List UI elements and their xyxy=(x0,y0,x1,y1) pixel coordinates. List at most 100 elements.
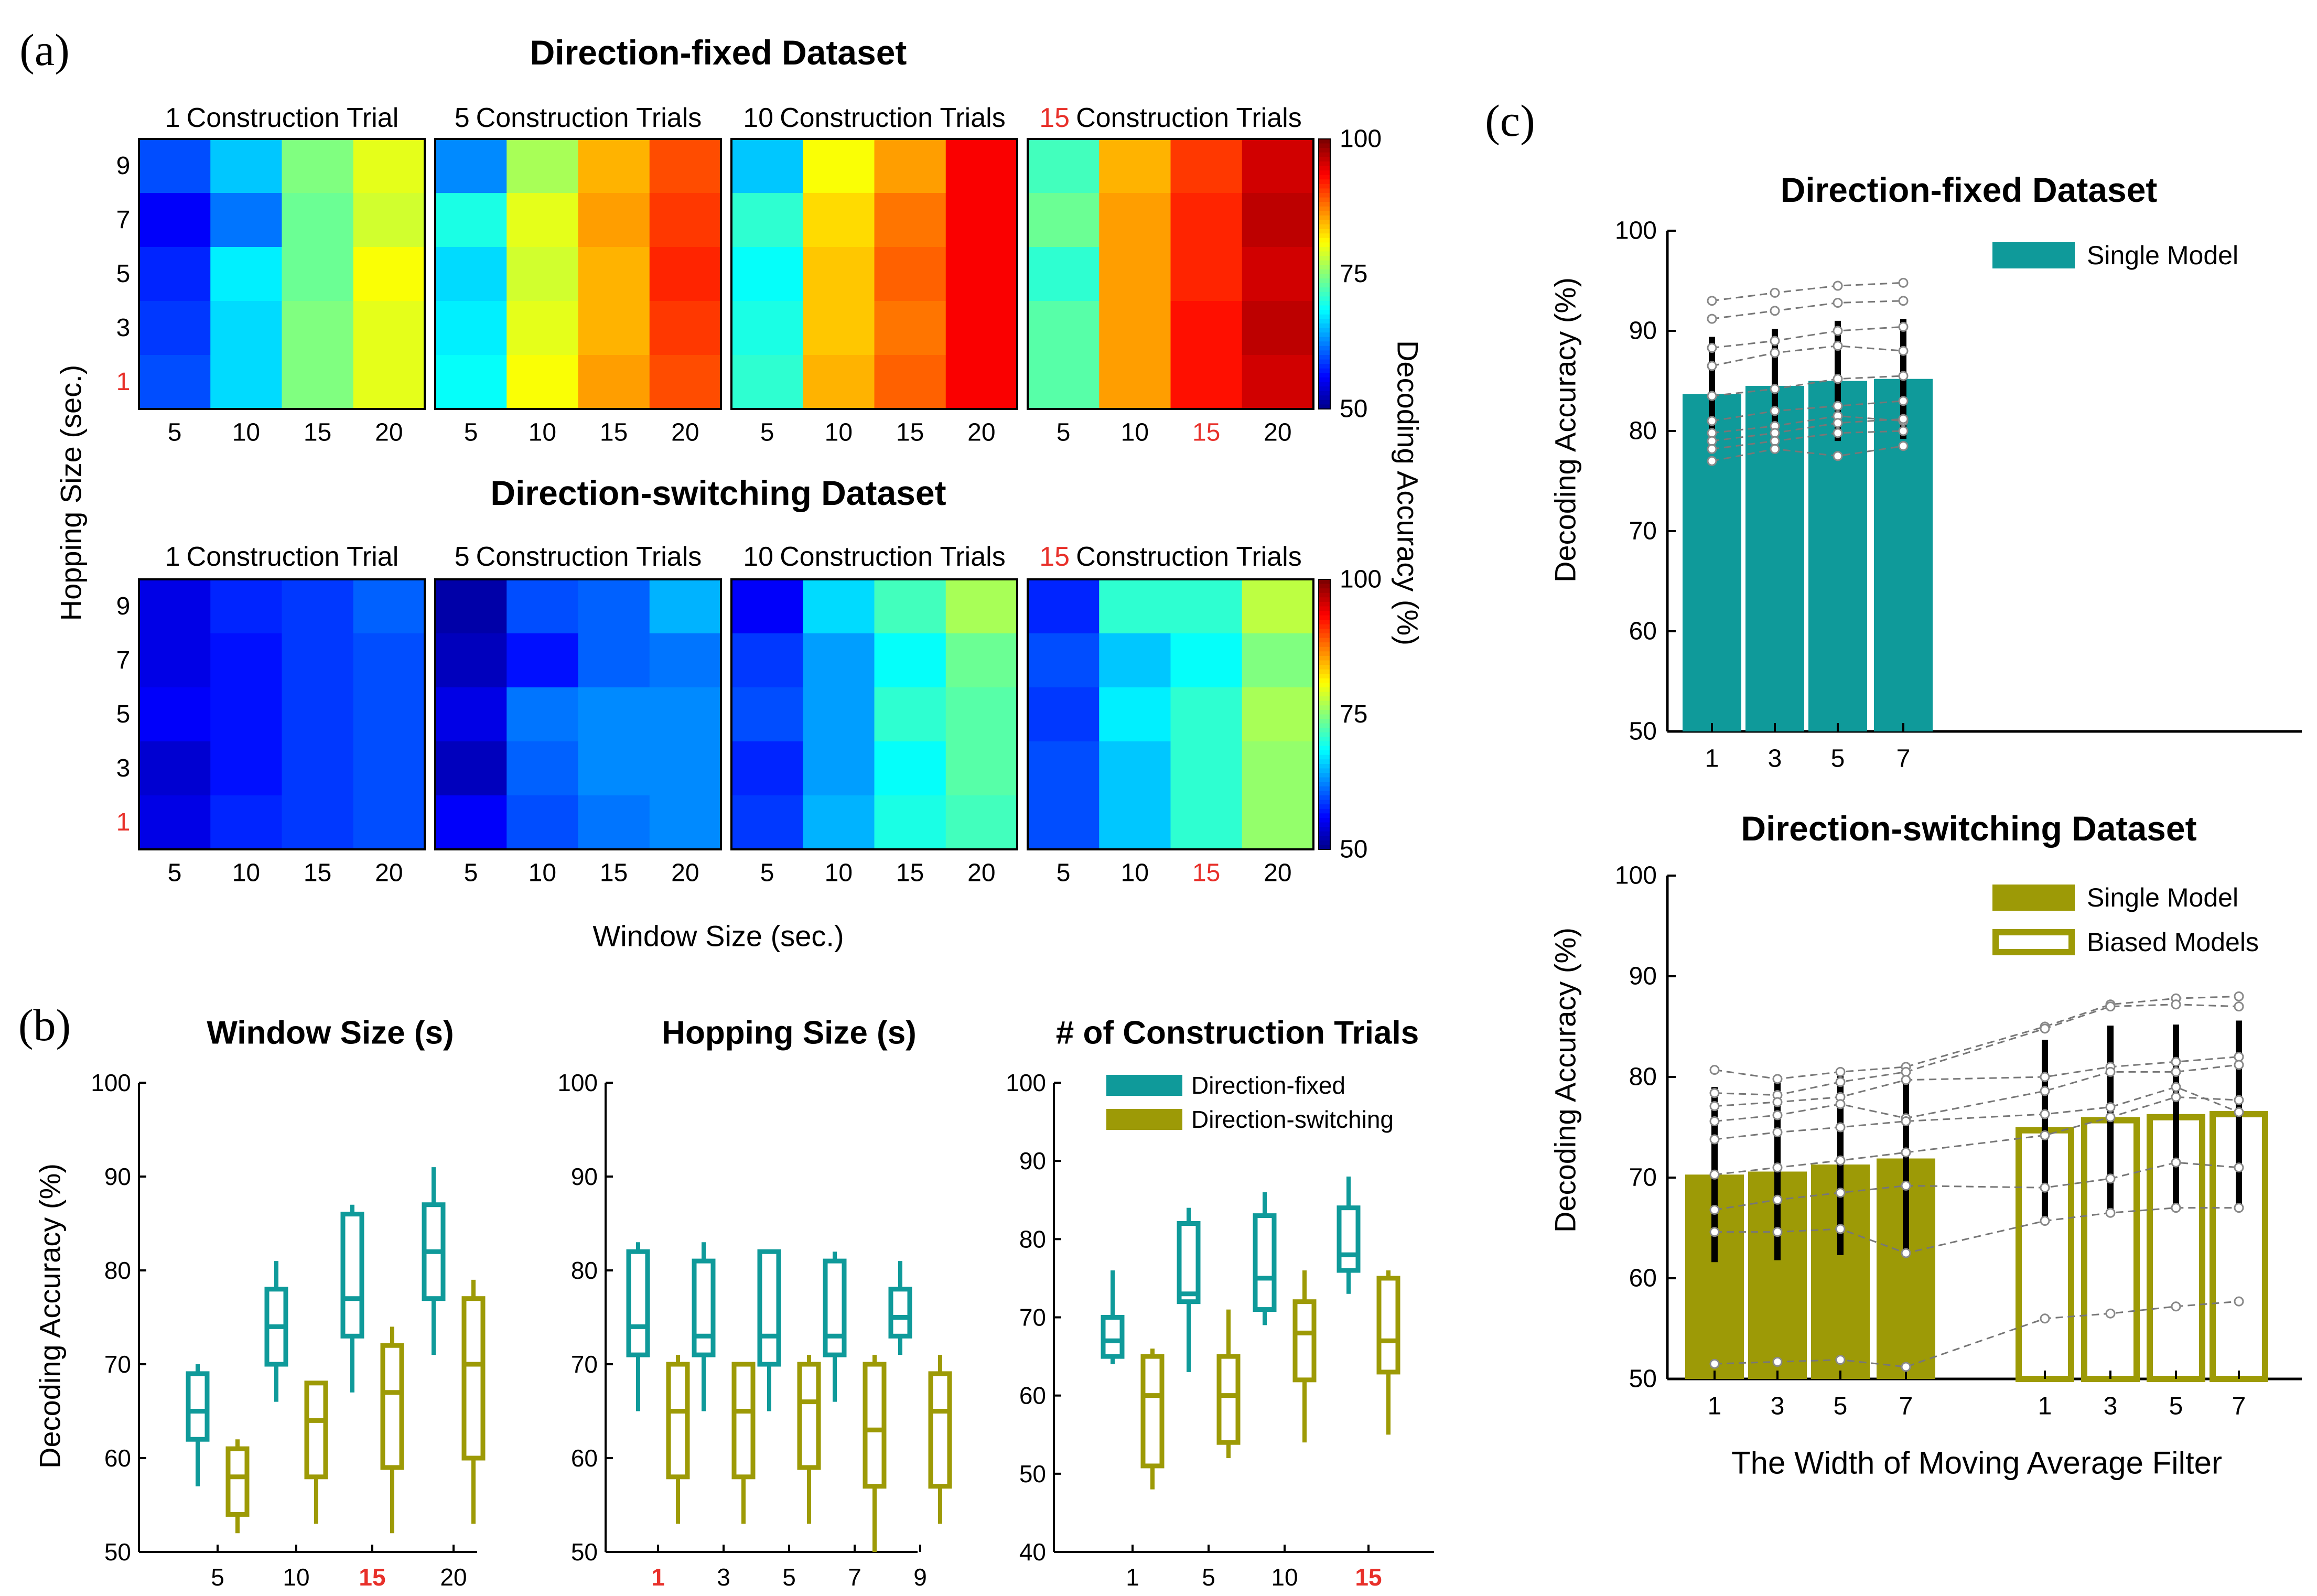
colorbar-segment xyxy=(1319,346,1330,351)
heatmap-x-tick: 15 xyxy=(896,419,924,447)
colorbar-segment xyxy=(1319,786,1330,792)
colorbar-segment xyxy=(1319,728,1330,733)
colorbar-segment xyxy=(1319,233,1330,239)
box-fixed xyxy=(1177,1221,1201,1304)
heatmap-y-tick: 7 xyxy=(116,646,131,674)
colorbar-segment xyxy=(1319,278,1330,284)
colorbar-segment xyxy=(1319,215,1330,221)
heatmap-frame xyxy=(434,578,722,850)
colorbar-segment xyxy=(1319,714,1330,720)
bar-x-tick: 1 xyxy=(2038,1393,2052,1420)
heatmap-cell xyxy=(578,579,650,634)
heatmap-cell xyxy=(139,795,211,850)
heatmap-y-tick: 3 xyxy=(116,754,131,782)
subject-dashed-line xyxy=(1715,1207,2239,1254)
colorbar-segment xyxy=(1319,660,1330,666)
colorbar-segment xyxy=(1319,359,1330,365)
colorbar-segment xyxy=(1319,242,1330,247)
subject-point xyxy=(1772,1110,1783,1120)
heatmap-cell xyxy=(803,139,875,193)
colorbar-tick: 75 xyxy=(1340,700,1367,728)
heatmap-cell xyxy=(506,795,579,850)
subject-dashed-line xyxy=(1711,326,1904,349)
heatmap-x-tick: 15 xyxy=(1192,859,1220,887)
subject-point xyxy=(1707,314,1717,324)
heatmap-cell xyxy=(1028,139,1100,193)
subject-point xyxy=(2105,1173,2116,1184)
heatmap-y-tick: 5 xyxy=(116,700,131,728)
heatmap-dataset-title: Direction-fixed Dataset xyxy=(530,33,907,72)
heatmap-cell xyxy=(731,579,803,634)
heatmap-cell xyxy=(874,355,946,409)
heatmap-cell xyxy=(139,301,211,355)
heatmap-cell xyxy=(506,579,579,634)
heatmap-y-tick: 5 xyxy=(116,260,131,288)
colorbar-tick: 75 xyxy=(1340,260,1367,288)
box-legend-swatch xyxy=(1106,1109,1182,1130)
colorbar-segment xyxy=(1319,332,1330,338)
box-fixed xyxy=(1253,1213,1277,1312)
heatmap-x-tick: 15 xyxy=(1192,419,1220,447)
colorbar-segment xyxy=(1319,391,1330,396)
heatmap-cell xyxy=(945,301,1018,355)
heatmap-x-tick: 15 xyxy=(600,859,628,887)
box-y-label: Decoding Accuracy (%) xyxy=(34,1163,67,1469)
heatmap-cell xyxy=(1099,579,1171,634)
box-fixed xyxy=(340,1212,364,1339)
heatmap-cell xyxy=(803,795,875,850)
panel-label: (a) xyxy=(19,25,69,75)
heatmap-cell xyxy=(353,687,425,742)
heatmap-cell xyxy=(1028,579,1100,634)
heatmap-frame xyxy=(434,138,722,410)
heatmap-cell xyxy=(1170,301,1243,355)
bar-legend-swatch-single xyxy=(1992,885,2075,911)
subject-dashed-line xyxy=(1714,1056,2239,1107)
colorbar-segment xyxy=(1319,292,1330,297)
heatmap-cell xyxy=(1099,741,1171,796)
colorbar-segment xyxy=(1319,229,1330,234)
box-switching xyxy=(731,1362,756,1480)
heatmap-subplot-count: 10 xyxy=(743,103,773,133)
box-y-tick: 80 xyxy=(571,1257,598,1284)
heatmap-x-tick: 15 xyxy=(304,859,331,887)
subject-point xyxy=(1770,384,1780,394)
heatmap-cell xyxy=(578,193,650,247)
heatmap-subplot-title: 5 Construction Trials xyxy=(455,103,702,133)
heatmap-cell xyxy=(282,355,354,409)
heatmap-cell xyxy=(649,633,721,688)
colorbar-segment xyxy=(1319,251,1330,257)
bar-y-label-bottom: Decoding Accuracy (%) xyxy=(1549,928,1582,1233)
colorbar-segment xyxy=(1319,791,1330,796)
bar-x-tick: 5 xyxy=(1831,745,1845,773)
heatmap-subplot-count: 1 xyxy=(165,103,180,133)
colorbar-segment xyxy=(1319,220,1330,225)
heatmap-cell xyxy=(139,193,211,247)
heatmap-cell xyxy=(945,247,1018,301)
heatmap-x-tick: 10 xyxy=(232,859,260,887)
heatmap-cell xyxy=(435,247,507,301)
box-plot-title: Hopping Size (s) xyxy=(662,1015,917,1051)
heatmap-cell xyxy=(506,139,579,193)
colorbar-segment xyxy=(1319,152,1330,158)
heatmap-cell xyxy=(945,687,1018,742)
heatmap-cell xyxy=(945,579,1018,634)
colorbar-segment xyxy=(1319,382,1330,387)
bar-legend-label: Biased Models xyxy=(2087,928,2259,957)
colorbar-segment xyxy=(1319,692,1330,697)
colorbar-segment xyxy=(1319,175,1330,180)
heatmap-subplot-label: Construction Trial xyxy=(187,542,399,572)
subject-point xyxy=(1707,342,1717,353)
panel-label: (c) xyxy=(1485,95,1535,146)
heatmap-cell xyxy=(353,139,425,193)
heatmap-cell xyxy=(803,247,875,301)
subject-point xyxy=(1707,456,1717,466)
heatmap-cell xyxy=(803,355,875,409)
subject-point xyxy=(1770,287,1780,298)
heatmap-cell xyxy=(282,687,354,742)
heatmap-cell xyxy=(874,633,946,688)
colorbar-segment xyxy=(1319,337,1330,342)
subject-point xyxy=(2040,1072,2050,1082)
heatmap-cell xyxy=(803,633,875,688)
box-legend-label: Direction-switching xyxy=(1191,1106,1394,1133)
heatmap-cell xyxy=(506,247,579,301)
